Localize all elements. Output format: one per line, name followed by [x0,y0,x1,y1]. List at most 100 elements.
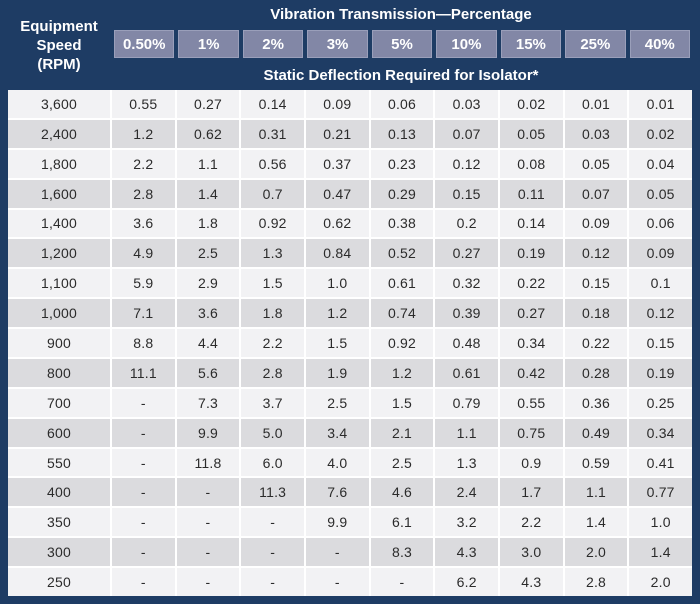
rpm-cell: 1,000 [8,299,110,328]
deflection-value-cell: 1.1 [176,149,240,178]
deflection-value-cell: 0.12 [435,149,498,178]
deflection-value-cell: 0.12 [564,239,628,268]
deflection-value-cell: 0.04 [629,149,692,178]
deflection-value-cell: 1.8 [176,209,240,238]
deflection-value-cell: 2.8 [112,179,175,208]
deflection-value-cell: 0.39 [435,299,498,328]
deflection-value-cell: 2.5 [176,239,240,268]
deflection-value-cell: 0.92 [241,209,304,238]
deflection-value-cell: 0.02 [500,90,563,118]
deflection-value-cell: 0.1 [629,269,692,298]
deflection-value-cell: 4.3 [500,568,563,596]
table-subtitle: Static Deflection Required for Isolator* [263,67,539,84]
deflection-value-cell: 0.84 [306,239,369,268]
rpm-cell: 1,600 [8,179,110,208]
table-body: 3,600 0.55 0.27 0.14 0.09 0.06 0.03 0.02 0.01 0.0… [8,90,692,596]
deflection-value-cell: 0.06 [370,90,434,118]
table-row: 2,400 1.2 0.62 0.31 0.21 0.13 0.07 0.05 0.03 0.02 [8,119,692,148]
deflection-value-cell: 7.1 [112,299,175,328]
deflection-value-cell: 0.22 [500,269,563,298]
rpm-cell: 350 [8,508,110,537]
deflection-value-cell: 0.32 [435,269,498,298]
deflection-value-cell: - [112,418,175,447]
deflection-value-cell: 0.05 [629,179,692,208]
deflection-value-cell: 4.0 [306,448,369,477]
deflection-value-cell: - [306,538,369,567]
deflection-value-cell: 0.07 [564,179,628,208]
deflection-value-cell: 1.4 [176,179,240,208]
deflection-value-cell: - [112,538,175,567]
deflection-value-cell: 0.47 [306,179,369,208]
deflection-value-cell: 0.25 [629,388,692,417]
percentage-column-header: 3% [307,30,368,58]
table-row: 250- - - - -6.2 4.3 2.8 2.0 [8,568,692,596]
deflection-value-cell: - [112,388,175,417]
deflection-value-cell: 2.2 [112,149,175,178]
deflection-value-cell: 0.27 [500,299,563,328]
rpm-cell: 1,400 [8,209,110,238]
rpm-cell: 300 [8,538,110,567]
table-row: 300- - - -8.3 4.3 3.0 2.0 1.4 [8,538,692,567]
deflection-value-cell: 0.31 [241,119,304,148]
rpm-cell: 1,200 [8,239,110,268]
deflection-value-cell: 0.19 [500,239,563,268]
deflection-value-cell: 0.62 [176,119,240,148]
deflection-value-cell: 1.2 [306,299,369,328]
deflection-value-cell: - [112,568,175,596]
deflection-value-cell: 0.55 [500,388,563,417]
deflection-value-cell: 8.3 [370,538,434,567]
deflection-value-cell: 3.7 [241,388,304,417]
deflection-value-cell: 1.9 [306,358,369,387]
deflection-value-cell: 0.75 [500,418,563,447]
rpm-cell: 800 [8,358,110,387]
table-row: 400- -11.3 7.6 4.6 2.4 1.7 1.1 0.77 [8,478,692,507]
deflection-value-cell: 1.2 [370,358,434,387]
deflection-value-cell: 0.14 [500,209,563,238]
percentage-column-header: 40% [629,30,690,58]
deflection-value-cell: 2.0 [564,538,628,567]
deflection-value-cell: 0.13 [370,119,434,148]
deflection-value-cell: 0.05 [500,119,563,148]
deflection-value-cell: 0.09 [629,239,692,268]
deflection-value-cell: 0.62 [306,209,369,238]
table-row: 3,600 0.55 0.27 0.14 0.09 0.06 0.03 0.02 0.01 0.0… [8,90,692,118]
deflection-value-cell: 0.55 [112,90,175,118]
deflection-value-cell: 0.09 [306,90,369,118]
deflection-value-cell: 0.59 [564,448,628,477]
rpm-cell: 550 [8,448,110,477]
deflection-value-cell: 3.6 [176,299,240,328]
equipment-speed-header-line: Equipment [20,17,98,35]
deflection-value-cell: 0.61 [435,358,498,387]
deflection-value-cell: 3.2 [435,508,498,537]
table-row: 900 8.8 4.4 2.2 1.5 0.92 0.48 0.34 0.22 0.15 [8,329,692,357]
deflection-value-cell: 4.3 [435,538,498,567]
deflection-value-cell: 6.1 [370,508,434,537]
rpm-cell: 1,100 [8,269,110,298]
percentage-column-header: 0.50% [114,30,175,58]
deflection-value-cell: 2.0 [629,568,692,596]
deflection-value-cell: 1.5 [306,329,369,357]
table-row: 1,200 4.9 2.5 1.3 0.84 0.52 0.27 0.19 0.12 0.09 [8,239,692,268]
deflection-value-cell: 0.48 [435,329,498,357]
table-row: 600-9.9 5.0 3.4 2.1 1.1 0.75 0.49 0.34 [8,418,692,447]
deflection-value-cell: 0.02 [629,119,692,148]
deflection-value-cell: 1.4 [629,538,692,567]
deflection-value-cell: 1.5 [370,388,434,417]
deflection-value-cell: 0.2 [435,209,498,238]
percentage-column-header: 25% [565,30,626,58]
table-row: 350- - -9.9 6.1 3.2 2.2 1.4 1.0 [8,508,692,537]
deflection-value-cell: 0.15 [564,269,628,298]
deflection-value-cell: 0.29 [370,179,434,208]
deflection-value-cell: 2.4 [435,478,498,507]
table-row: 1,400 3.6 1.8 0.92 0.62 0.38 0.2 0.14 0.09 0.06 [8,209,692,238]
rpm-cell: 2,400 [8,119,110,148]
percentage-column-header: 5% [371,30,433,58]
deflection-value-cell: 11.8 [176,448,240,477]
deflection-value-cell: 0.05 [564,149,628,178]
deflection-value-cell: 2.5 [306,388,369,417]
deflection-value-cell: 6.0 [241,448,304,477]
rpm-cell: 1,800 [8,149,110,178]
deflection-value-cell: 7.3 [176,388,240,417]
deflection-value-cell: - [176,478,240,507]
